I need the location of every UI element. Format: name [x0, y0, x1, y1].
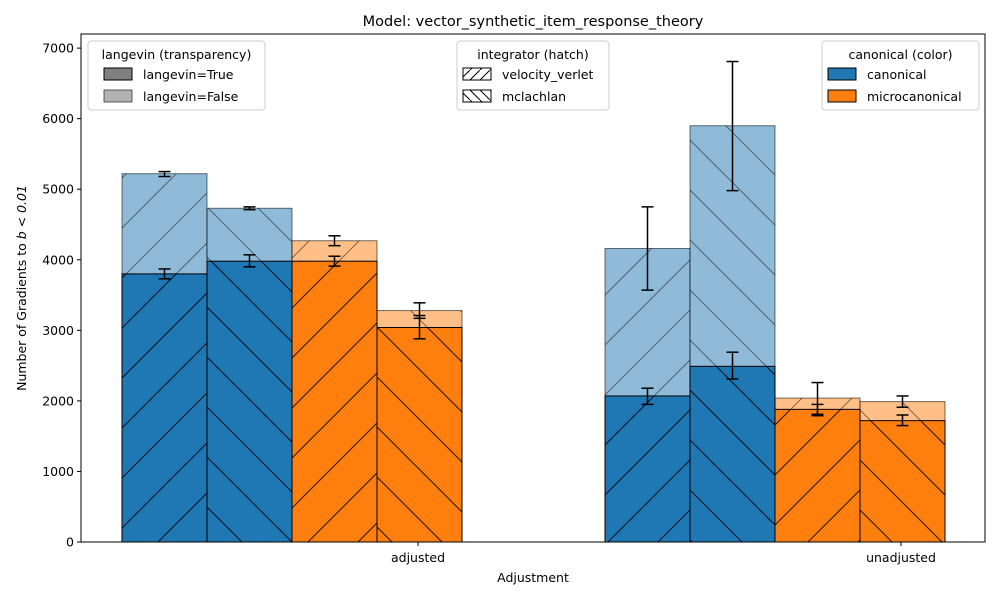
legend-swatch-langevin-false — [103, 89, 133, 103]
legend-langevin: langevin (transparency) langevin=True la… — [87, 40, 266, 111]
y-tick-label: 2000 — [42, 393, 74, 408]
legend-swatch-velocity-verlet — [462, 67, 492, 81]
legend-swatch-langevin-true — [103, 67, 133, 81]
error-bar — [243, 254, 256, 268]
legend-langevin-title: langevin (transparency) — [102, 47, 252, 62]
error-bar — [726, 60, 739, 192]
y-tick-label: 5000 — [42, 182, 74, 197]
error-bar — [896, 414, 909, 427]
y-axis-label: Number of Gradients to b < 0.01 — [14, 185, 29, 391]
x-axis: adjusted unadjusted — [391, 542, 936, 565]
error-bar — [726, 351, 739, 380]
y-tick-label: 1000 — [42, 464, 74, 479]
y-tick-label: 3000 — [42, 323, 74, 338]
legend-label-velocity-verlet: velocity_verlet — [502, 67, 593, 82]
legend-label-langevin-false: langevin=False — [143, 89, 239, 104]
bar-microcanonical-mclachlan-langevin-true-adjusted-hatch — [376, 327, 463, 543]
bar-canonical-mclachlan-langevin-true-unadjusted-hatch — [689, 365, 776, 543]
legend-swatch-mclachlan — [462, 89, 492, 103]
legend-integrator: integrator (hatch) velocity_verlet mclac… — [456, 40, 610, 111]
y-axis-label-prefix: Number of Gradients to — [14, 239, 29, 391]
bar-microcanonical-velocity-verlet-langevin-true-unadjusted-hatch — [774, 408, 861, 543]
legend-label-canonical: canonical — [867, 67, 927, 82]
error-bar — [896, 395, 909, 408]
bars-layer — [121, 125, 946, 543]
y-tick-label: 4000 — [42, 252, 74, 267]
y-axis: 0 1000 2000 3000 4000 5000 6000 7000 — [42, 41, 81, 550]
error-bar — [413, 314, 426, 340]
bar-canonical-velocity-verlet-langevin-true-adjusted-hatch — [121, 273, 208, 543]
error-bar — [158, 268, 171, 280]
x-axis-label: Adjustment — [497, 570, 569, 585]
bar-microcanonical-mclachlan-langevin-true-unadjusted-hatch — [859, 420, 946, 543]
error-bar — [811, 403, 824, 416]
legend-label-mclachlan: mclachlan — [502, 89, 566, 104]
error-bars-layer — [158, 60, 909, 427]
bar-canonical-mclachlan-langevin-true-adjusted-hatch — [206, 260, 293, 543]
bar-canonical-velocity-verlet-langevin-true-unadjusted-hatch — [604, 395, 691, 543]
y-tick-label: 7000 — [42, 41, 74, 56]
error-bar — [641, 387, 654, 406]
error-bar — [158, 170, 171, 178]
y-axis-label-math: b < 0.01 — [14, 185, 29, 239]
error-bar — [243, 206, 256, 211]
chart-title: Model: vector_synthetic_item_response_th… — [363, 14, 704, 30]
error-bar — [641, 206, 654, 291]
x-tick-label: unadjusted — [866, 550, 936, 565]
legend-label-microcanonical: microcanonical — [867, 89, 962, 104]
legend-swatch-microcanonical — [827, 89, 857, 103]
legend-canonical: canonical (color) canonical microcanonic… — [821, 40, 980, 111]
legend-label-langevin-true: langevin=True — [143, 67, 234, 82]
error-bar — [328, 255, 341, 267]
legend-canonical-title: canonical (color) — [848, 47, 952, 62]
error-bar — [328, 235, 341, 247]
y-tick-label: 6000 — [42, 111, 74, 126]
y-tick-label: 0 — [66, 535, 74, 550]
x-tick-label: adjusted — [391, 550, 445, 565]
bar-microcanonical-velocity-verlet-langevin-true-adjusted-hatch — [291, 260, 378, 543]
legend-swatch-canonical — [827, 67, 857, 81]
plot-frame — [80, 33, 986, 543]
legend-integrator-title: integrator (hatch) — [477, 47, 588, 62]
